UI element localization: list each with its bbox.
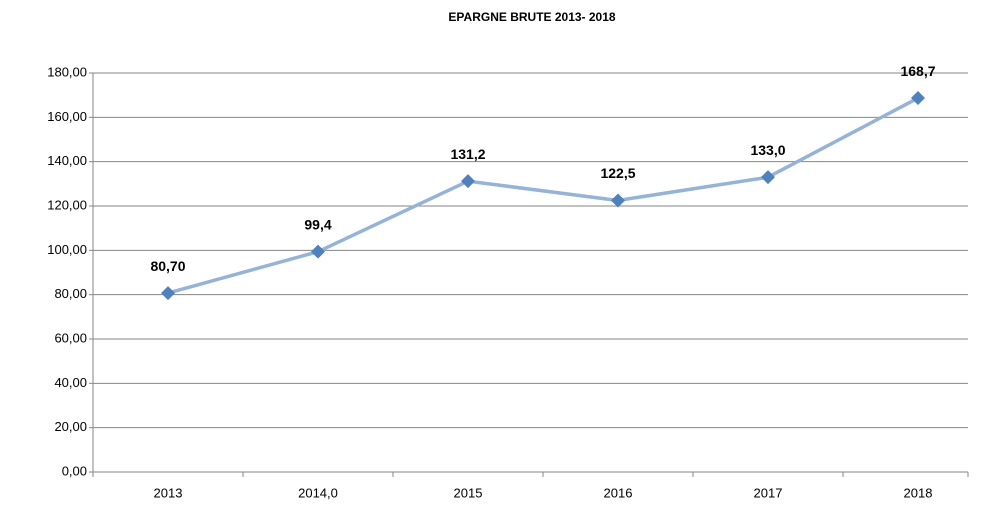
y-tick-label: 80,00 <box>54 286 87 301</box>
y-tick-label: 100,00 <box>47 242 87 257</box>
data-label: 131,2 <box>450 146 485 162</box>
x-tick-label: 2016 <box>604 485 633 500</box>
y-tick-label: 20,00 <box>54 419 87 434</box>
x-tick-label: 2013 <box>154 485 183 500</box>
data-marker <box>761 170 775 185</box>
data-marker <box>161 286 175 301</box>
x-tick-label: 2018 <box>904 485 933 500</box>
chart-title: EPARGNE BRUTE 2013- 2018 <box>448 10 616 24</box>
data-marker <box>461 174 475 189</box>
data-marker <box>911 91 925 106</box>
data-marker <box>611 193 625 208</box>
data-line <box>167 96 919 295</box>
data-label: 122,5 <box>600 165 635 181</box>
y-tick-label: 60,00 <box>54 330 87 345</box>
data-label: 80,70 <box>150 258 185 274</box>
y-tick-label: 120,00 <box>47 197 87 212</box>
y-tick-label: 160,00 <box>47 109 87 124</box>
data-label: 133,0 <box>750 142 785 158</box>
data-label: 99,4 <box>304 216 331 232</box>
y-tick-label: 0,00 <box>62 463 87 478</box>
y-tick-label: 40,00 <box>54 375 87 390</box>
data-label: 168,7 <box>900 63 935 79</box>
y-tick-label: 140,00 <box>47 153 87 168</box>
x-tick-label: 2015 <box>454 485 483 500</box>
x-tick-label: 2014,0 <box>298 485 338 500</box>
data-marker <box>311 244 325 259</box>
y-tick-label: 180,00 <box>47 64 87 79</box>
x-tick-label: 2017 <box>754 485 783 500</box>
